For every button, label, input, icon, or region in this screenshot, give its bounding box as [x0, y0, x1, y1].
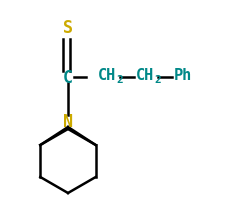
Text: N: N — [63, 112, 73, 130]
Text: C: C — [63, 69, 73, 86]
Text: CH: CH — [136, 67, 154, 82]
Text: CH: CH — [98, 67, 116, 82]
Text: 2: 2 — [154, 75, 161, 85]
Text: Ph: Ph — [174, 67, 192, 82]
Text: 2: 2 — [116, 75, 123, 85]
Text: S: S — [63, 19, 73, 37]
